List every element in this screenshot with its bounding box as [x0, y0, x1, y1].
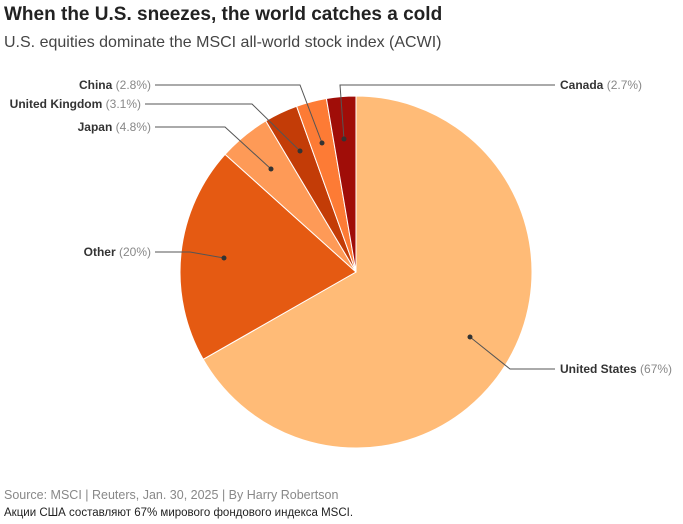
label-name: Japan [78, 120, 113, 134]
label-percent: (20%) [116, 245, 151, 259]
leader-dot-united-kingdom [297, 148, 303, 154]
label-united-kingdom: United Kingdom (3.1%) [10, 97, 141, 111]
chart-title: When the U.S. sneezes, the world catches… [4, 4, 443, 25]
label-canada: Canada (2.7%) [560, 78, 642, 92]
label-name: Other [84, 245, 116, 259]
leader-dot-other [221, 255, 227, 261]
label-name: United Kingdom [10, 97, 103, 111]
pie-slice-united-states [202, 95, 533, 449]
label-other: Other (20%) [84, 245, 151, 259]
source-text: Source: MSCI | Reuters, Jan. 30, 2025 | … [4, 488, 339, 502]
label-name: China [79, 78, 113, 92]
leader-line-japan [155, 126, 272, 170]
label-name: Canada [560, 78, 604, 92]
leader-dot-united-states [467, 334, 473, 340]
label-name: United States [560, 362, 637, 376]
note-text: Акции США составляют 67% мирового фондов… [4, 507, 354, 519]
leader-dot-china [319, 140, 325, 146]
label-percent: (67%) [637, 362, 672, 376]
leader-dot-canada [341, 136, 347, 142]
leader-dot-japan [268, 166, 274, 172]
label-japan: Japan (4.8%) [78, 120, 151, 134]
leader-line-other [155, 251, 225, 259]
leader-line-united-kingdom [145, 103, 301, 152]
leader-line-china [155, 84, 323, 144]
label-percent: (2.7%) [603, 78, 642, 92]
leader-line-united-states [469, 336, 555, 370]
label-china: China (2.8%) [79, 78, 151, 92]
label-united-states: United States (67%) [560, 362, 672, 376]
leader-line-canada [339, 84, 555, 140]
label-percent: (4.8%) [112, 120, 151, 134]
label-percent: (2.8%) [112, 78, 151, 92]
pie-slice-other [179, 153, 357, 361]
chart-subtitle: U.S. equities dominate the MSCI all-worl… [4, 34, 442, 51]
label-percent: (3.1%) [102, 97, 141, 111]
